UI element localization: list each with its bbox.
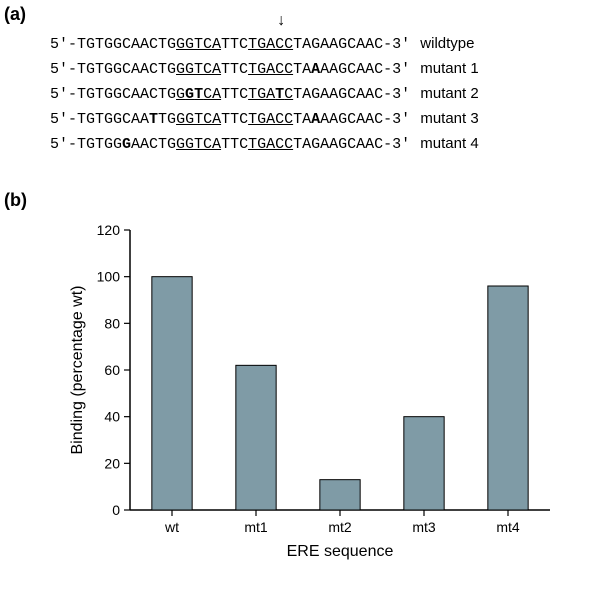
svg-text:Binding (percentage wt): Binding (percentage wt)	[69, 286, 86, 455]
seq-run: CA	[203, 86, 221, 103]
seq-run: T	[194, 86, 203, 103]
seq-run: A	[311, 111, 320, 128]
svg-text:mt2: mt2	[328, 519, 352, 535]
seq-run: TAGAAGCAAC-3'	[293, 86, 410, 103]
seq-run: 5'-TGTGG	[50, 136, 122, 153]
seq-run: TGACC	[248, 111, 293, 128]
seq-run: 5'-TGTGGCAACTG	[50, 61, 176, 78]
seq-run: TAGAAGCAAC-3'	[293, 136, 410, 153]
seq-run: TTC	[221, 136, 248, 153]
seq-run: G	[185, 86, 194, 103]
seq-run: TGA	[248, 86, 275, 103]
seq-run: A	[311, 61, 320, 78]
seq-run: TTC	[221, 86, 248, 103]
sequence-label: mutant 1	[416, 60, 479, 77]
seq-run: G	[122, 136, 131, 153]
seq-run: TTC	[221, 61, 248, 78]
figure: { "panel_a": { "label": "(a)", "label_po…	[0, 0, 600, 610]
sequence-label: wildtype	[416, 35, 474, 52]
seq-run: TA	[293, 111, 311, 128]
sequence-label: mutant 4	[416, 135, 479, 152]
seq-run: AACTG	[131, 136, 176, 153]
sequence-label: mutant 2	[416, 85, 479, 102]
svg-text:80: 80	[104, 315, 120, 331]
sequence-line: 5'-TGTGGCAACTGGGTCATTCTGACCTAGAAGCAAC-3'…	[50, 32, 580, 57]
seq-run: 5'-TGTGGCAACTG	[50, 36, 176, 53]
svg-text:60: 60	[104, 362, 120, 378]
svg-text:mt4: mt4	[496, 519, 520, 535]
seq-run: T	[275, 86, 284, 103]
seq-run: TTC	[221, 111, 248, 128]
arrow-marker: ↓	[277, 12, 285, 30]
seq-run: AAGCAAC-3'	[320, 111, 410, 128]
svg-text:wt: wt	[164, 519, 179, 535]
svg-text:0: 0	[112, 502, 120, 518]
sequence-line: 5'-TGTGGCAACTGGGTCATTCTGACCTAAAAGCAAC-3'…	[50, 57, 580, 82]
seq-run: C	[284, 86, 293, 103]
seq-run: G	[176, 86, 185, 103]
seq-run: AAGCAAC-3'	[320, 61, 410, 78]
seq-run: TGACC	[248, 61, 293, 78]
svg-text:120: 120	[97, 222, 121, 238]
svg-text:ERE sequence: ERE sequence	[287, 543, 394, 560]
panel-b-label: (b)	[4, 190, 27, 211]
sequence-block: 5'-TGTGGCAACTGGGTCATTCTGACCTAGAAGCAAC-3'…	[50, 32, 580, 157]
binding-bar-chart: 0 20 40 60 80 100 120 wt mt1 mt2 mt3 mt4 Binding (pe…	[60, 220, 580, 580]
seq-run: TGACC	[248, 36, 293, 53]
sequence-line: 5'-TGTGGGAACTGGGTCATTCTGACCTAGAAGCAAC-3'…	[50, 132, 580, 157]
seq-run: GGTCA	[176, 136, 221, 153]
svg-text:mt1: mt1	[244, 519, 268, 535]
seq-run: GGTCA	[176, 36, 221, 53]
seq-run: GGTCA	[176, 61, 221, 78]
seq-run: 5'-TGTGGCAACTG	[50, 86, 176, 103]
sequence-label: mutant 3	[416, 110, 479, 127]
seq-run: TAGAAGCAAC-3'	[293, 36, 410, 53]
seq-run: T	[149, 111, 158, 128]
sequence-line: 5'-TGTGGCAATTGGGTCATTCTGACCTAAAAGCAAC-3'…	[50, 107, 580, 132]
seq-run: TTC	[221, 36, 248, 53]
svg-text:100: 100	[97, 269, 121, 285]
seq-run: TG	[158, 111, 176, 128]
sequence-line: 5'-TGTGGCAACTGGGTCATTCTGATCTAGAAGCAAC-3'…	[50, 82, 580, 107]
panel-a-label: (a)	[4, 4, 26, 25]
svg-text:40: 40	[104, 409, 120, 425]
svg-text:20: 20	[104, 455, 120, 471]
seq-run: 5'-TGTGGCAA	[50, 111, 149, 128]
seq-run: GGTCA	[176, 111, 221, 128]
seq-run: TA	[293, 61, 311, 78]
svg-text:mt3: mt3	[412, 519, 436, 535]
seq-run: TGACC	[248, 136, 293, 153]
